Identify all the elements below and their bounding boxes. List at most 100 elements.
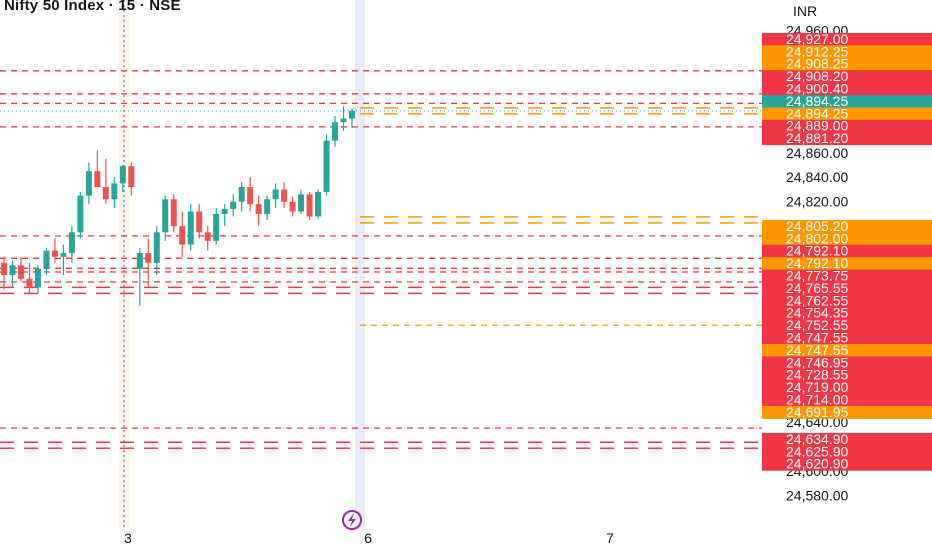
candle-body[interactable]	[272, 189, 279, 200]
candle-body[interactable]	[213, 213, 220, 241]
price-label-box	[762, 132, 932, 146]
candle-body[interactable]	[247, 187, 254, 205]
candle-body[interactable]	[17, 265, 24, 279]
lightning-bolt	[348, 513, 356, 527]
price-label-text: 24,625.90	[786, 443, 848, 459]
x-tick-label: 3	[124, 530, 132, 546]
price-label-text: 24,746.95	[786, 354, 848, 370]
price-label-text: 24,900.40	[786, 81, 848, 97]
candle-body[interactable]	[145, 253, 152, 263]
candle-body[interactable]	[298, 194, 305, 212]
price-label-text: 24,719.00	[786, 379, 848, 395]
candle-body[interactable]	[85, 171, 92, 196]
price-label-text: 24,714.00	[786, 392, 848, 408]
currency-label: INR	[793, 3, 818, 19]
price-label-text: 24,773.75	[786, 268, 848, 284]
candle-body[interactable]	[264, 199, 271, 214]
candle-body[interactable]	[187, 211, 194, 245]
price-label-text: 24,912.25	[786, 43, 848, 59]
price-label-box	[762, 107, 932, 121]
price-label-text: 24,792.10	[786, 243, 848, 259]
candle-body[interactable]	[196, 211, 203, 233]
price-label-box	[762, 319, 932, 333]
price-label-box	[762, 393, 932, 407]
price-label-box	[762, 232, 932, 246]
candle-body[interactable]	[281, 189, 288, 202]
candle-body[interactable]	[68, 232, 75, 254]
candle-body[interactable]	[128, 166, 135, 188]
price-label-text: 24,805.20	[786, 218, 848, 234]
price-label-box	[762, 220, 932, 233]
candle-body[interactable]	[349, 110, 355, 119]
y-tick-label: 24,580.00	[786, 487, 848, 503]
price-label-box	[762, 82, 932, 96]
price-label-text: 24,881.20	[786, 130, 848, 146]
price-label-text: 24,762.55	[786, 292, 848, 308]
price-label-text: 24,620.90	[786, 456, 848, 472]
candle-body[interactable]	[255, 204, 262, 214]
session-band-day3	[119, 0, 129, 528]
price-label-box	[762, 45, 932, 59]
price-label-box	[762, 33, 932, 46]
y-tick-label: 24,820.00	[786, 194, 848, 210]
candle-body[interactable]	[94, 171, 101, 188]
candle-body[interactable]	[153, 232, 160, 263]
price-label-box	[762, 119, 932, 133]
price-label-text: 24,792.10	[786, 255, 848, 271]
price-label-box	[762, 244, 932, 258]
candle-body[interactable]	[102, 187, 109, 200]
candle-body[interactable]	[51, 250, 58, 257]
candle-body[interactable]	[332, 122, 339, 141]
candle-body[interactable]	[34, 269, 41, 288]
candle-body[interactable]	[289, 201, 296, 212]
candle-body[interactable]	[230, 201, 237, 210]
price-label-box	[762, 368, 932, 382]
candle-body[interactable]	[1, 262, 7, 276]
price-label-text: 24,752.55	[786, 317, 848, 333]
x-tick-label: 6	[364, 530, 372, 546]
candle-body[interactable]	[179, 226, 186, 245]
candle-body[interactable]	[306, 194, 313, 217]
price-label-box	[762, 344, 932, 357]
chart-title: Nifty 50 Index · 15 · NSE	[4, 0, 181, 14]
price-label-box	[762, 457, 932, 471]
candle-body[interactable]	[9, 265, 16, 276]
candle-body[interactable]	[170, 199, 177, 227]
y-tick-label: 24,840.00	[786, 169, 848, 185]
price-label-box	[762, 257, 932, 271]
price-label-text: 24,889.00	[786, 118, 848, 134]
candle-body[interactable]	[77, 195, 84, 233]
price-label-box	[762, 282, 932, 295]
candle-body[interactable]	[238, 187, 245, 202]
price-label-text: 24,634.90	[786, 431, 848, 447]
price-label-box	[762, 294, 932, 308]
price-label-box	[762, 57, 932, 71]
price-label-box	[762, 95, 932, 108]
price-label-text: 24,728.55	[786, 367, 848, 383]
candle-body[interactable]	[315, 191, 322, 217]
candle-body[interactable]	[221, 209, 228, 214]
price-label-text: 24,908.25	[786, 56, 848, 72]
price-label-box	[762, 269, 932, 283]
candle-body[interactable]	[119, 166, 126, 184]
price-label-box	[762, 331, 932, 345]
price-label-box	[762, 356, 932, 370]
price-label-box	[762, 381, 932, 395]
candle-body[interactable]	[204, 232, 211, 241]
price-label-box	[762, 306, 932, 320]
candle-body[interactable]	[162, 199, 169, 233]
y-tick-label: 24,860.00	[786, 145, 848, 161]
price-label-text: 24,802.00	[786, 230, 848, 246]
candle-body[interactable]	[323, 140, 330, 192]
candle-body[interactable]	[136, 253, 143, 269]
price-label-text: 24,894.25	[786, 93, 848, 109]
price-label-text: 24,894.25	[786, 105, 848, 121]
candle-body[interactable]	[26, 278, 33, 288]
price-label-text: 24,927.00	[786, 31, 848, 47]
candle-body[interactable]	[60, 253, 67, 257]
candle-body[interactable]	[43, 250, 50, 269]
candle-body[interactable]	[111, 183, 118, 200]
candle-body[interactable]	[340, 118, 347, 123]
